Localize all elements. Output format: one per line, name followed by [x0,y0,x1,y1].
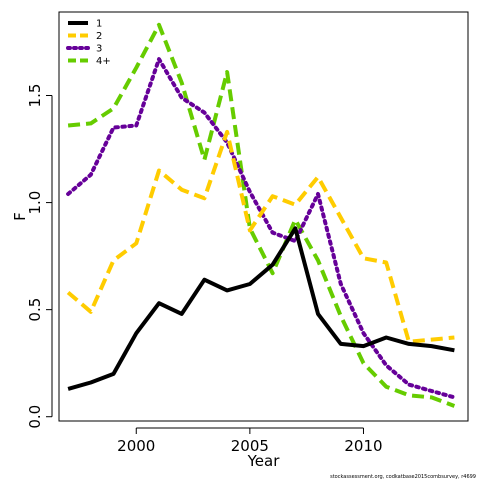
x-tick-label: 2005 [231,437,269,455]
series-line-3 [66,57,457,400]
y-tick-label: 0.0 [26,405,44,429]
y-axis-title: F [11,212,29,221]
x-tick-label: 2000 [117,437,155,455]
footer-credit: stockassessment.org, codkatbase2015combs… [330,474,476,480]
series-line-2 [66,129,455,344]
y-tick-label: 0.5 [26,298,44,322]
y-tick-label: 1.0 [26,191,44,215]
series-layer [66,22,457,408]
series-line-1 [67,226,455,391]
plot-frame [58,11,469,422]
legend-label: 3 [96,44,102,55]
y-tick-label: 1.5 [26,84,44,108]
legend-label: 1 [96,19,102,30]
series-line-4 [67,22,456,408]
x-tick-label: 2010 [344,437,382,455]
legend-label: 4+ [96,56,111,67]
axes-layer: 2000 2005 2010 0.0 0.5 1.0 1.5 [26,84,383,455]
x-axis-title: Year [247,452,281,470]
legend-label: 2 [96,31,102,42]
legend: 12 34+ [66,19,111,67]
